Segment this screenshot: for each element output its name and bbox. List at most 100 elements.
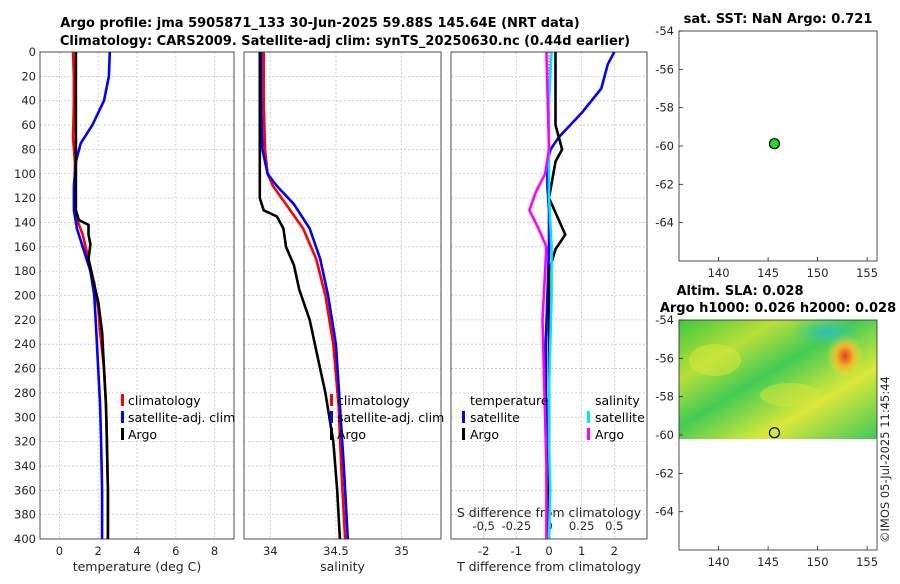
sst-map-panel: sat. SST: NaN Argo: 0.721 140 145 150 155 -5…: [655, 12, 878, 280]
map-x-tick-label: 150: [807, 266, 829, 280]
depth-tick-label: 0: [29, 45, 36, 59]
plot-frame: [243, 51, 442, 540]
s-x-tick-label: -0,5: [472, 519, 494, 533]
argo-location-marker: [768, 138, 781, 150]
sla-map-subtitle: Argo h1000: 0.026 h2000: 0.028: [660, 301, 896, 316]
s-x-tick-label: 0.5: [605, 519, 623, 533]
depth-tick-label: 180: [14, 264, 36, 278]
temperature-legend: climatology satellite-adj. clim Argo: [121, 393, 235, 442]
legend-s-satellite: satellite: [595, 410, 645, 425]
legend-swatch-satellite: [330, 411, 333, 423]
map-y-tick-label: -62: [655, 466, 674, 480]
legend-t-argo: Argo: [470, 427, 499, 442]
depth-tick-label: 80: [21, 142, 36, 156]
imos-watermark: ©IMOS 05-Jul-2025 11:45:44: [878, 376, 892, 543]
x-tick-label: -2: [478, 544, 489, 558]
legend-argo: Argo: [337, 427, 366, 442]
map-x-tick-label: 140: [708, 555, 730, 569]
x-axis-label: temperature (deg C): [73, 559, 202, 574]
map-x-tick-label: 145: [757, 266, 779, 280]
plot-frame: [450, 51, 648, 540]
depth-tick-label: 360: [14, 483, 36, 497]
depth-tick-label: 380: [14, 508, 36, 522]
series-line-satellite-adj-clim: [259, 52, 350, 540]
depth-tick-label: 220: [14, 313, 36, 327]
x-tick-label: -1: [511, 544, 522, 558]
legend-swatch-climatology: [121, 394, 124, 406]
legend-title-salinity: salinity: [595, 393, 640, 408]
map-y-tick-label: -60: [655, 428, 674, 442]
x-tick-label: 2: [95, 544, 102, 558]
map-x-tick-label: 145: [757, 555, 779, 569]
x-tick-label: 6: [172, 544, 179, 558]
depth-tick-label: 320: [14, 435, 36, 449]
x-tick-label: 0: [545, 544, 552, 558]
series-line-argo: [74, 52, 110, 539]
sst-map-axes: 140 145 150 155 -54 -56 -58 -60 -62 -64: [655, 24, 878, 280]
legend-swatch-satellite: [121, 411, 124, 423]
depth-tick-label: 20: [21, 69, 36, 83]
legend-swatch-s-satellite: [587, 411, 590, 423]
map-y-tick-label: -56: [655, 62, 674, 76]
sst-map-title: sat. SST: NaN Argo: 0.721: [684, 12, 873, 27]
legend-swatch-t-argo: [462, 428, 465, 440]
x-tick-label: 0: [56, 544, 63, 558]
sla-heatmap: [679, 318, 877, 439]
map-y-tick-label: -58: [655, 101, 674, 115]
legend-climatology: climatology: [337, 393, 410, 408]
sla-map-title: Altim. SLA: 0.028: [677, 284, 804, 299]
map-y-tick-label: -54: [655, 24, 674, 38]
legend-t-satellite: satellite: [470, 410, 520, 425]
depth-tick-label: 200: [14, 289, 36, 303]
series-line-argo: [258, 52, 342, 540]
series-line-satellite-adj-clim: [72, 51, 112, 539]
sla-cool-patch: [792, 318, 860, 346]
legend-satellite: satellite-adj. clim: [337, 410, 444, 425]
depth-tick-label: 400: [14, 532, 36, 546]
map-y-tick-label: -54: [655, 313, 674, 327]
x-tick-label: 1: [578, 544, 585, 558]
salinity-panel: 34 34.5 35 salinity: [243, 51, 442, 574]
map-y-tick-label: -58: [655, 390, 674, 404]
x-axis-label: T difference from climatology: [456, 559, 642, 574]
plot-frame: [39, 51, 235, 540]
x-axis-label: salinity: [320, 559, 365, 574]
depth-tick-label: 280: [14, 386, 36, 400]
sla-yellow-patch-2: [760, 383, 820, 407]
sla-map-axes: 140 145 150 155 -54 -56 -58 -60 -62 -64: [655, 313, 878, 569]
x-tick-label: 34: [263, 544, 278, 558]
map-x-tick-label: 155: [856, 555, 878, 569]
depth-tick-label: 300: [14, 410, 36, 424]
temperature-panel: 0204060801001201401601802002202402602803…: [14, 45, 235, 574]
map-y-tick-label: -56: [655, 351, 674, 365]
x-tick-label: 2: [611, 544, 618, 558]
legend-s-argo: Argo: [595, 427, 624, 442]
salinity-legend: climatology satellite-adj. clim Argo: [330, 393, 444, 442]
depth-tick-label: 60: [21, 118, 36, 132]
difference-legend: temperature satellite Argo salinity sate…: [462, 393, 645, 442]
title-line2: Climatology: CARS2009. Satellite-adj cli…: [60, 34, 630, 49]
legend-climatology: climatology: [128, 393, 201, 408]
map-x-tick-label: 140: [708, 266, 730, 280]
legend-title-temperature: temperature: [470, 393, 549, 408]
sla-map-panel: Altim. SLA: 0.028 Argo h1000: 0.026 h200…: [655, 284, 896, 569]
depth-tick-label: 140: [14, 215, 36, 229]
depth-tick-label: 100: [14, 167, 36, 181]
legend-swatch-argo: [121, 428, 124, 440]
legend-swatch-s-argo: [587, 428, 590, 440]
legend-swatch-t-satellite: [462, 411, 465, 423]
sla-yellow-patch: [689, 344, 741, 376]
x-tick-label: 4: [133, 544, 140, 558]
depth-tick-label: 120: [14, 191, 36, 205]
s-x-tick-label: -0.25: [501, 519, 531, 533]
legend-satellite: satellite-adj. clim: [128, 410, 235, 425]
map-x-tick-label: 155: [856, 266, 878, 280]
depth-tick-label: 40: [21, 94, 36, 108]
legend-swatch-argo: [330, 428, 333, 440]
map-x-tick-label: 150: [807, 555, 829, 569]
map-y-tick-label: -60: [655, 139, 674, 153]
argo-location-marker: [768, 427, 781, 439]
x-tick-label: 8: [211, 544, 218, 558]
